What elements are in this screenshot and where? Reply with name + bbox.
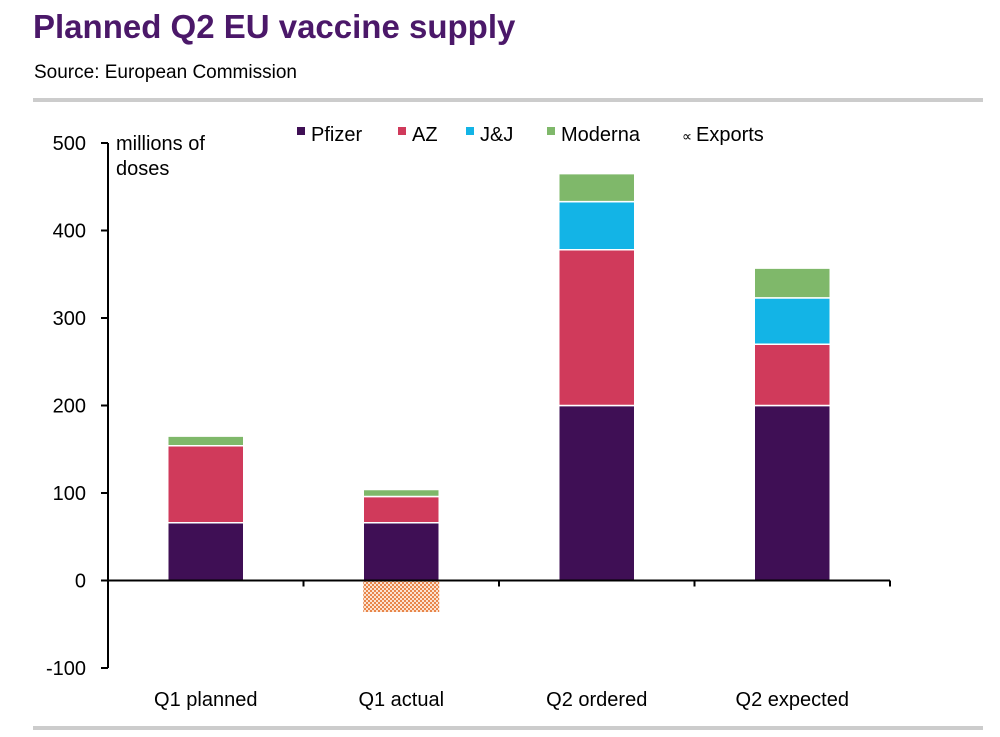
- legend-swatch: ∝: [682, 128, 692, 144]
- bar-q2-ordered-az: [558, 249, 636, 407]
- legend-item-pfizer: Pfizer: [297, 124, 362, 146]
- y-tick-label: 0: [75, 571, 86, 593]
- x-tick-label: Q1 actual: [358, 689, 444, 711]
- bar-q2-expected-moderna: [753, 267, 831, 299]
- bottom-divider: [33, 726, 983, 730]
- y-axis-label: millions of: [116, 133, 205, 155]
- y-tick-label: -100: [46, 658, 86, 680]
- bar-q2-ordered-pfizer: [558, 404, 636, 582]
- legend-label: J&J: [480, 124, 513, 146]
- legend-label: Moderna: [561, 124, 641, 146]
- legend-swatch: [297, 127, 305, 135]
- legend-label: Exports: [696, 124, 764, 146]
- y-tick-label: 300: [53, 308, 86, 330]
- bar-q2-ordered-jandj: [558, 200, 636, 251]
- x-tick-label: Q1 planned: [154, 689, 257, 711]
- bar-q1-actual-az: [362, 495, 440, 524]
- legend-swatch: [466, 127, 474, 135]
- legend-item-exports: ∝ Exports: [682, 124, 764, 146]
- chart-title: Planned Q2 EU vaccine supply: [33, 8, 516, 45]
- bar-q1-actual-moderna: [362, 488, 440, 498]
- x-tick-label: Q2 expected: [736, 689, 849, 711]
- bar-q2-expected-az: [753, 343, 831, 407]
- y-tick-label: 400: [53, 221, 86, 243]
- bar-q1-actual-pfizer: [362, 522, 440, 582]
- y-tick-label: 100: [53, 483, 86, 505]
- bar-q2-expected-jandj: [753, 297, 831, 345]
- y-axis-label: doses: [116, 158, 169, 180]
- legend-item-jandj: J&J: [466, 124, 513, 146]
- bar-q2-ordered-moderna: [558, 172, 636, 203]
- legend-swatch: [398, 127, 406, 135]
- chart-source: Source: European Commission: [34, 62, 297, 83]
- legend-label: Pfizer: [311, 124, 362, 146]
- top-divider: [33, 98, 983, 102]
- bar-q1-actual-exports: [363, 580, 440, 612]
- legend-item-az: AZ: [398, 124, 438, 146]
- y-tick-label: 200: [53, 396, 86, 418]
- legend-label: AZ: [412, 124, 438, 146]
- legend-item-moderna: Moderna: [547, 124, 641, 146]
- x-tick-label: Q2 ordered: [546, 689, 647, 711]
- legend-swatch: [547, 127, 555, 135]
- bar-q1-planned-pfizer: [167, 522, 245, 582]
- y-tick-label: 500: [53, 133, 86, 155]
- bar-q1-planned-az: [167, 445, 245, 524]
- bar-q1-planned-moderna: [167, 435, 245, 447]
- bar-q2-expected-pfizer: [753, 404, 831, 582]
